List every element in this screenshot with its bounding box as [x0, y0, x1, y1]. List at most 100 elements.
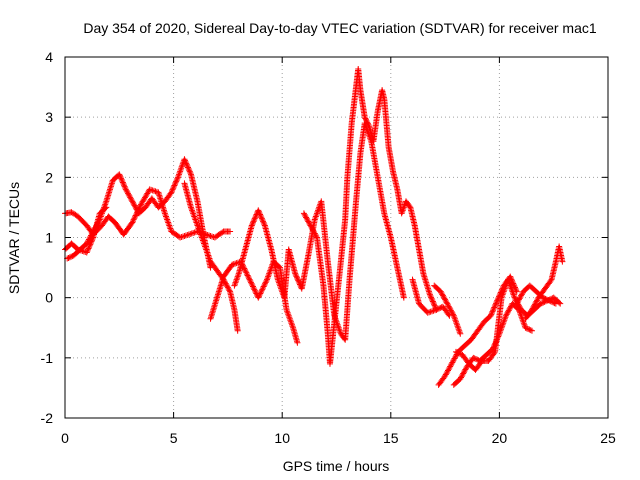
- data-point: [118, 175, 125, 182]
- data-point: [173, 178, 180, 185]
- data-point: [295, 277, 302, 284]
- data-point: [109, 217, 116, 224]
- data-point: [363, 118, 370, 125]
- data-point: [311, 229, 318, 236]
- data-point: [362, 116, 369, 123]
- data-point: [131, 202, 138, 209]
- data-point: [505, 308, 512, 315]
- data-point: [516, 295, 523, 302]
- data-point: [225, 285, 232, 292]
- data-point: [305, 218, 312, 225]
- data-point: [434, 306, 441, 313]
- data-point: [444, 368, 451, 375]
- data-point: [261, 221, 268, 228]
- data-point: [294, 276, 301, 283]
- data-point: [443, 299, 450, 306]
- data-point: [443, 370, 450, 377]
- data-point: [169, 188, 176, 195]
- data-point: [118, 176, 125, 183]
- data-point: [460, 370, 467, 377]
- data-point: [232, 260, 239, 267]
- data-point: [169, 186, 176, 193]
- data-point: [308, 223, 315, 230]
- data-point: [514, 299, 521, 306]
- data-point: [245, 275, 252, 282]
- data-point: [427, 293, 434, 300]
- data-point: [120, 180, 127, 187]
- data-point: [428, 294, 435, 301]
- data-point: [292, 271, 299, 278]
- data-point: [145, 189, 152, 196]
- data-point: [511, 293, 518, 300]
- data-point: [248, 280, 255, 287]
- data-point: [224, 284, 231, 291]
- data-point: [505, 307, 512, 314]
- y-tick-label: 0: [45, 290, 53, 306]
- data-series: [62, 66, 566, 388]
- data-point: [249, 219, 256, 226]
- data-point: [454, 349, 461, 356]
- data-point: [447, 306, 454, 313]
- data-point: [458, 373, 465, 380]
- data-point: [86, 242, 93, 249]
- data-point: [488, 311, 495, 318]
- data-point: [411, 220, 418, 227]
- data-point: [129, 198, 136, 205]
- data-point: [446, 364, 453, 371]
- data-point: [387, 232, 394, 239]
- x-tick-label: 10: [274, 430, 290, 446]
- data-point: [72, 244, 79, 251]
- data-point: [102, 199, 109, 206]
- data-point: [84, 246, 91, 253]
- data-point: [200, 239, 207, 246]
- data-point: [555, 298, 562, 305]
- data-point: [255, 207, 262, 214]
- data-point: [491, 350, 498, 357]
- data-point: [222, 280, 229, 287]
- data-point: [525, 325, 532, 332]
- data-point: [187, 202, 194, 209]
- data-point: [85, 245, 92, 252]
- data-point: [234, 326, 241, 333]
- data-point: [152, 188, 159, 195]
- y-tick-label: -1: [41, 350, 54, 366]
- data-point: [415, 245, 422, 252]
- data-point: [257, 211, 264, 218]
- data-point: [219, 229, 226, 236]
- data-point: [406, 203, 413, 210]
- data-point: [430, 299, 437, 306]
- x-tick-label: 25: [600, 430, 616, 446]
- data-point: [174, 175, 181, 182]
- data-point: [207, 232, 214, 239]
- data-point: [540, 288, 547, 295]
- data-point: [194, 196, 201, 203]
- data-point: [303, 214, 310, 221]
- data-point: [256, 210, 263, 217]
- data-point: [250, 218, 257, 225]
- x-tick-label: 5: [170, 430, 178, 446]
- data-point: [518, 292, 525, 299]
- data-point: [161, 208, 168, 215]
- data-point: [337, 329, 344, 336]
- data-point: [393, 184, 400, 191]
- data-point: [188, 230, 195, 237]
- data-point: [442, 296, 449, 303]
- data-point: [102, 205, 109, 212]
- data-point: [538, 300, 545, 307]
- data-point: [527, 327, 534, 334]
- data-point: [436, 305, 443, 312]
- data-point: [206, 232, 213, 239]
- data-point: [502, 314, 509, 321]
- data-point: [515, 302, 522, 309]
- data-point: [66, 254, 73, 261]
- data-point: [400, 293, 407, 300]
- data-point: [137, 202, 144, 209]
- data-point: [149, 187, 156, 194]
- data-point: [83, 249, 90, 256]
- data-point: [227, 263, 234, 270]
- data-point: [427, 308, 434, 315]
- data-point: [140, 206, 147, 213]
- data-point: [468, 357, 475, 364]
- axis-ticks: [64, 56, 609, 419]
- data-point: [530, 304, 537, 311]
